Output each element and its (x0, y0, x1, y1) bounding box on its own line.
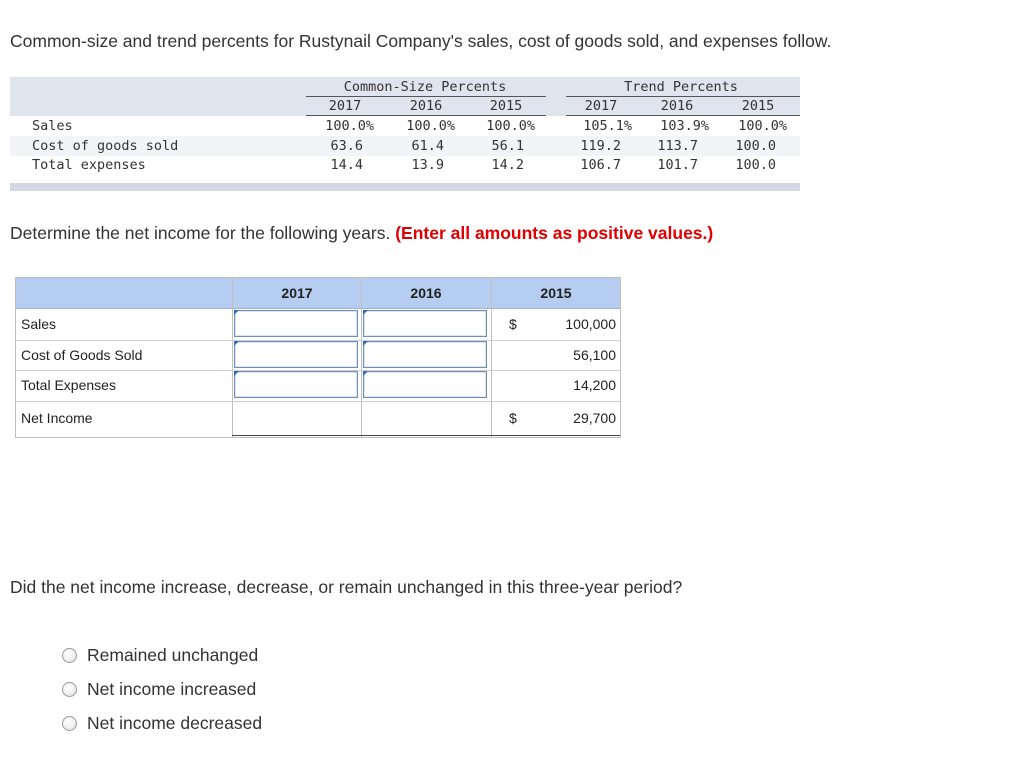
row-label-sales: Sales (21, 316, 57, 332)
option-remained-unchanged[interactable]: Remained unchanged (62, 643, 258, 667)
sales-2016-input[interactable] (363, 310, 487, 337)
col-divider (232, 278, 233, 437)
panel-cell: 14.2 (491, 157, 524, 173)
tr-years-rule (566, 115, 800, 116)
col-header-2015: 2015 (540, 285, 572, 301)
input-flag-icon (234, 371, 239, 376)
panel-cell: 119.2 (580, 138, 621, 154)
panel-cell: 13.9 (411, 157, 444, 173)
input-flag-icon (363, 371, 368, 376)
input-flag-icon (234, 341, 239, 346)
panel-cell: 56.1 (491, 138, 524, 154)
panel-cell: 101.7 (657, 157, 698, 173)
expenses-2016-input[interactable] (363, 371, 487, 398)
col-divider (491, 278, 492, 437)
radio-button[interactable] (62, 647, 77, 663)
sales-2017-input[interactable] (234, 310, 358, 337)
trend-heading: Trend Percents (624, 79, 738, 95)
tr-year-2016: 2016 (660, 98, 694, 114)
option-net-income-increased[interactable]: Net income increased (62, 677, 256, 701)
table-header: 2017 2016 2015 (16, 278, 620, 309)
option-net-income-decreased[interactable]: Net income decreased (62, 711, 262, 735)
sales-2015-value: 100,000 (565, 316, 616, 332)
panel-row-label: Total expenses (32, 157, 146, 173)
panel-cell: 100.0% (486, 118, 535, 134)
panel-row-stripe (10, 136, 800, 156)
panel-cell: 106.7 (580, 157, 621, 173)
panel-row-label: Cost of goods sold (32, 138, 179, 154)
row-divider (16, 401, 620, 402)
panel-cell: 100.0% (406, 118, 455, 134)
cs-years-rule (306, 115, 546, 116)
cs-year-2016: 2016 (409, 98, 443, 114)
total-underline (232, 435, 620, 436)
cs-year-2017: 2017 (328, 98, 362, 114)
col-divider (361, 278, 362, 437)
dollar-sign: $ (509, 316, 517, 332)
radio-button[interactable] (62, 715, 77, 731)
radio-button[interactable] (62, 681, 77, 697)
dollar-sign: $ (509, 410, 517, 426)
net-income-table: 2017 2016 2015 Sales $ 100,000 Cost of G… (15, 277, 621, 438)
panel-cell: 14.4 (330, 157, 363, 173)
followup-question: Did the net income increase, decrease, o… (10, 577, 683, 597)
panel-bottom-band (10, 183, 800, 191)
trend-heading-rule (566, 96, 800, 97)
cs-year-2015: 2015 (489, 98, 523, 114)
panel-cell: 103.9% (660, 118, 709, 134)
input-flag-icon (363, 341, 368, 346)
col-header-2016: 2016 (410, 285, 442, 301)
input-flag-icon (363, 310, 368, 315)
question-note: (Enter all amounts as positive values.) (395, 223, 714, 243)
percent-data-panel: Common-Size Percents Trend Percents 2017… (10, 77, 800, 191)
panel-cell: 63.6 (330, 138, 363, 154)
expenses-2015-value: 14,200 (573, 377, 616, 393)
common-size-heading: Common-Size Percents (343, 79, 507, 95)
problem-intro: Common-size and trend percents for Rusty… (10, 31, 832, 51)
panel-cell: 100.0 (735, 138, 776, 154)
panel-cell: 113.7 (657, 138, 698, 154)
row-label-net-income: Net Income (21, 410, 93, 426)
row-divider (16, 340, 620, 341)
common-size-heading-rule (306, 96, 546, 97)
option-label: Remained unchanged (87, 644, 259, 665)
col-header-2017: 2017 (281, 285, 313, 301)
option-label: Net income increased (87, 678, 257, 699)
question-prompt: Determine the net income for the followi… (10, 223, 713, 244)
row-divider (16, 370, 620, 371)
row-label-cogs: Cost of Goods Sold (21, 347, 143, 363)
tr-year-2015: 2015 (741, 98, 775, 114)
cogs-2016-input[interactable] (363, 341, 487, 368)
tr-year-2017: 2017 (584, 98, 618, 114)
net-income-2015-value: 29,700 (573, 410, 616, 426)
panel-cell: 105.1% (583, 118, 632, 134)
option-label: Net income decreased (87, 712, 263, 733)
panel-cell: 61.4 (411, 138, 444, 154)
question-text: Determine the net income for the followi… (10, 223, 391, 243)
panel-row-label: Sales (32, 118, 73, 134)
panel-cell: 100.0% (325, 118, 374, 134)
cogs-2015-value: 56,100 (573, 347, 616, 363)
row-label-expenses: Total Expenses (21, 377, 116, 393)
cogs-2017-input[interactable] (234, 341, 358, 368)
panel-cell: 100.0% (738, 118, 787, 134)
panel-cell: 100.0 (735, 157, 776, 173)
expenses-2017-input[interactable] (234, 371, 358, 398)
input-flag-icon (234, 310, 239, 315)
